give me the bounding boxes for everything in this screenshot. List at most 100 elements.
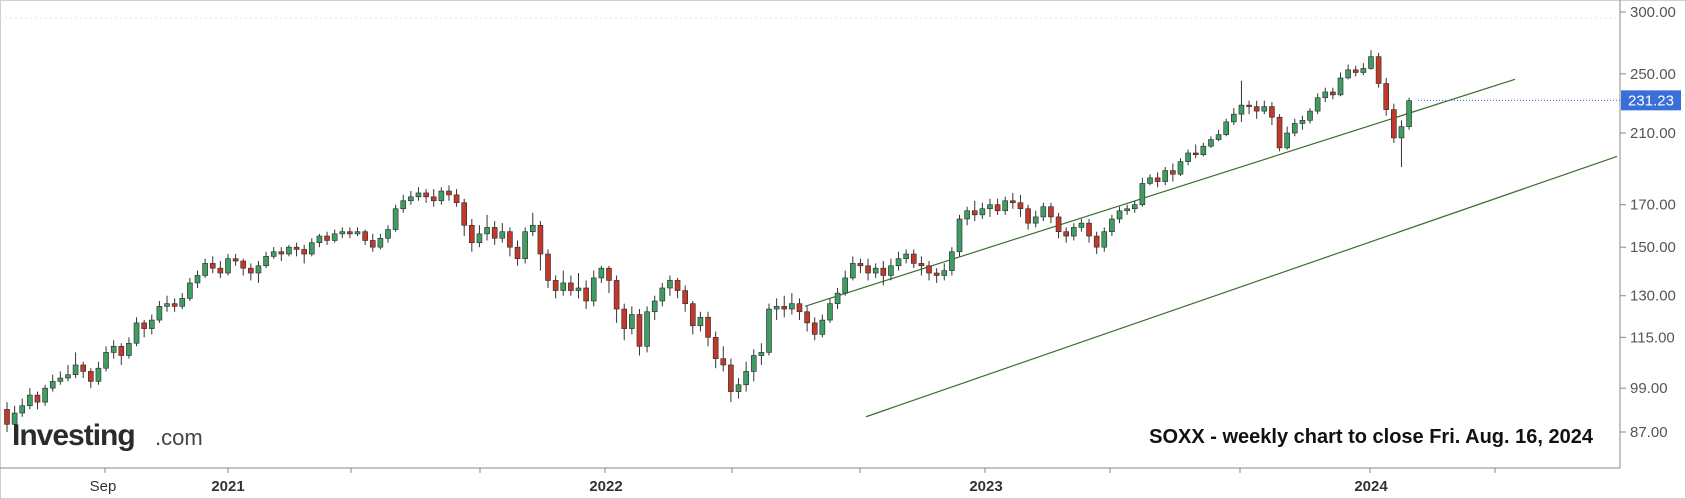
candle-body-up [1124, 208, 1130, 212]
last-price-tag[interactable]: 231.23 [1621, 90, 1681, 111]
candle [689, 300, 696, 335]
candle [903, 249, 909, 264]
candle-body-down [232, 258, 239, 262]
candle [1078, 218, 1085, 232]
logo-suffix: .com [155, 425, 203, 450]
last-price-label: 231.23 [1628, 92, 1674, 109]
candle-body-up [842, 277, 849, 294]
candle [773, 298, 780, 321]
candle [1071, 223, 1077, 241]
candle [758, 343, 765, 365]
y-tick-label: 87.00 [1630, 424, 1668, 441]
candle [705, 311, 711, 347]
candle-body-up [956, 218, 963, 253]
candle-body-down [1086, 222, 1092, 237]
candle-body-up [949, 251, 955, 271]
candle [446, 185, 452, 201]
candle-body-up [484, 227, 490, 235]
candle-body-up [1299, 120, 1306, 124]
candle [575, 273, 582, 299]
candle-body-up [331, 233, 338, 241]
candle-body-up [750, 355, 757, 372]
candle [1147, 174, 1153, 186]
candle-body-down [910, 253, 917, 264]
candle [57, 371, 64, 385]
candle [560, 270, 567, 296]
candle [11, 405, 18, 429]
candle [194, 270, 201, 288]
candle-body-up [575, 287, 582, 291]
candle [895, 251, 902, 271]
candle [1055, 212, 1062, 239]
candle-body-down [34, 394, 41, 403]
candle [316, 233, 323, 248]
y-tick-label: 210.00 [1630, 125, 1676, 142]
candle-body-down [209, 263, 216, 269]
candle-body-down [1276, 116, 1283, 149]
channel-upper-line [804, 78, 1516, 307]
candle [598, 265, 605, 283]
candle [179, 293, 186, 310]
candle-body-up [888, 265, 894, 276]
candle [1177, 158, 1184, 177]
candle-body-down [4, 409, 10, 425]
candle [202, 258, 208, 278]
candle-body-down [613, 280, 620, 310]
candle-body-down [728, 364, 734, 392]
candle-body-down [583, 287, 589, 302]
candle-body-down [491, 227, 498, 239]
candle-body-up [659, 287, 666, 302]
candle-body-up [156, 306, 163, 321]
candle [834, 287, 841, 310]
x-tick-label: Sep [90, 478, 117, 495]
candle-body-up [263, 256, 269, 267]
candle [1124, 204, 1130, 215]
candle [232, 254, 239, 266]
candle-body-up [1322, 91, 1329, 99]
candle-body-up [903, 253, 909, 259]
candle [484, 214, 490, 241]
candle [910, 249, 917, 269]
candle-body-down [689, 303, 696, 327]
candle-body-up [560, 282, 567, 291]
candle [377, 233, 384, 250]
candle [1223, 118, 1229, 137]
candle [804, 306, 810, 332]
candle-body-down [1383, 83, 1390, 110]
candle-body-up [629, 314, 635, 329]
candle [857, 258, 864, 274]
candle [164, 295, 170, 312]
candle-body-up [1215, 134, 1222, 140]
candle-body-down [621, 308, 628, 329]
candle [1391, 103, 1397, 143]
candle [49, 374, 56, 392]
candle [819, 314, 826, 338]
candle-body-up [834, 292, 841, 304]
candle-body-up [1032, 216, 1039, 224]
candle [1246, 100, 1252, 115]
candle [400, 194, 407, 213]
candle [1383, 77, 1390, 116]
candle [187, 277, 193, 301]
candle-body-down [552, 280, 559, 291]
candle [19, 398, 26, 417]
candle-body-up [941, 270, 948, 276]
candle [850, 256, 856, 281]
candle-body-up [19, 405, 26, 414]
candle-body-down [1391, 109, 1397, 139]
candle-body-down [705, 316, 711, 338]
candle-body-down [248, 267, 254, 274]
candle-body-down [347, 231, 353, 235]
candle-body-up [57, 377, 64, 382]
candle [712, 331, 719, 369]
candle [590, 270, 597, 307]
candle [1299, 115, 1306, 130]
candle-body-down [430, 196, 437, 202]
candle-body-down [217, 267, 224, 274]
candle [651, 295, 658, 321]
candle-body-up [1101, 231, 1108, 248]
candle [629, 306, 635, 335]
